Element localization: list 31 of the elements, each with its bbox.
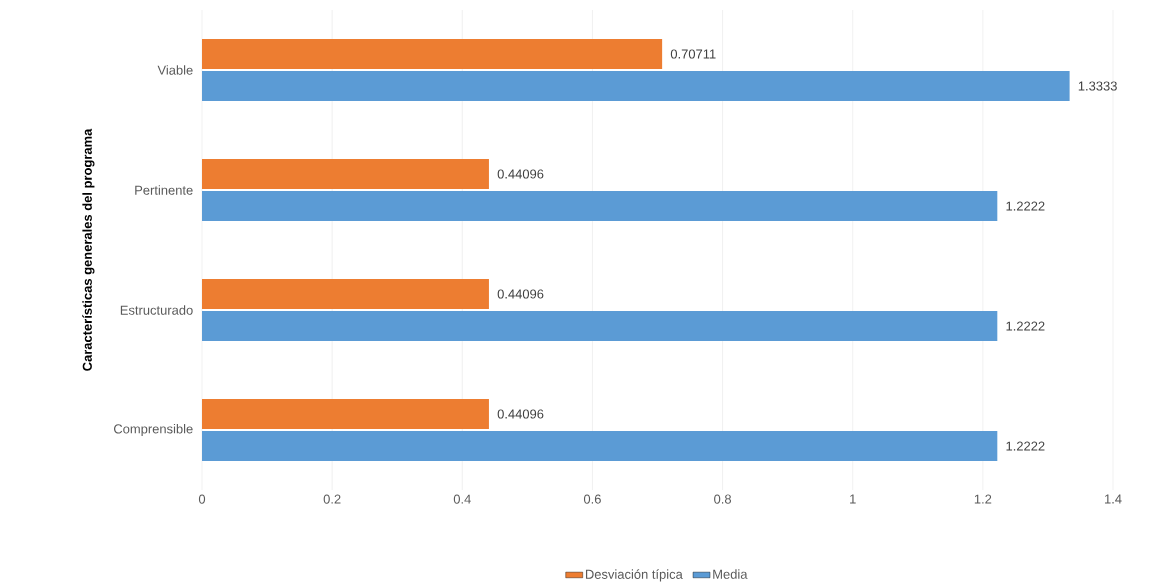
bar	[202, 431, 998, 462]
bar	[202, 278, 489, 309]
x-tick-label: 0.6	[583, 494, 601, 504]
x-tick-label: 0	[198, 494, 206, 504]
data-label: 0.44096	[497, 409, 544, 419]
bar	[202, 158, 489, 189]
y-axis-title: Características generales del programa	[82, 128, 95, 371]
legend-label: Media	[713, 569, 748, 579]
x-tick-label: 1	[850, 494, 856, 504]
data-label: 1.2222	[1006, 441, 1045, 451]
y-tick-label: Estructurado	[120, 305, 193, 315]
y-tick-label: Pertinente	[135, 185, 193, 195]
bar	[202, 311, 998, 342]
data-label: 0.70711	[670, 49, 716, 59]
data-label: 1.3333	[1078, 81, 1117, 91]
x-tick-label: 1.2	[974, 494, 992, 504]
x-tick-label: 1.4	[1104, 494, 1122, 504]
legend-label: Desviación típica	[585, 569, 683, 582]
x-tick-label: 0.8	[714, 494, 732, 504]
data-label: 1.2222	[1006, 201, 1045, 211]
y-tick-label: Viable	[157, 65, 193, 75]
data-label: 0.44096	[497, 169, 544, 179]
bar	[202, 191, 998, 222]
x-tick-label: 0.4	[453, 494, 471, 504]
bar	[202, 38, 663, 69]
data-label: 0.44096	[497, 289, 544, 299]
bar	[202, 71, 1070, 102]
bar	[202, 398, 489, 429]
data-label: 1.2222	[1006, 321, 1045, 331]
x-tick-label: 0.2	[323, 494, 341, 504]
y-tick-label: Comprensible	[113, 423, 193, 437]
